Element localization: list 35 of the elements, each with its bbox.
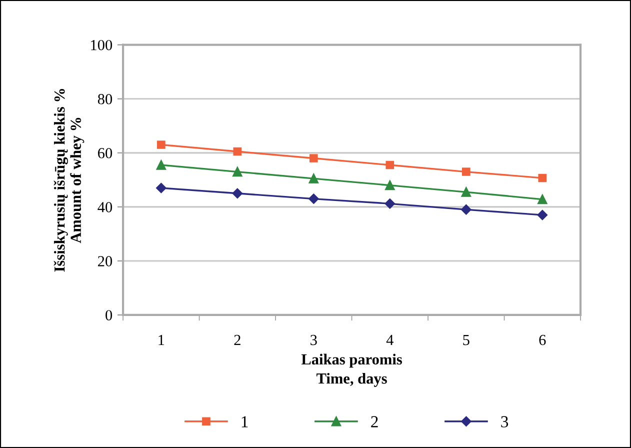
point bbox=[384, 198, 396, 209]
point bbox=[537, 210, 548, 220]
x-tick-label: 6 bbox=[539, 334, 546, 346]
point bbox=[538, 194, 548, 204]
x-tick-label: 3 bbox=[310, 334, 317, 346]
x-tick-label: 4 bbox=[386, 334, 394, 345]
x-axis-title: Laikas paromis Time, days bbox=[301, 354, 402, 387]
point bbox=[385, 180, 395, 190]
x-tick-label: 1 bbox=[158, 334, 164, 345]
x-tick-label: 2 bbox=[234, 334, 240, 345]
point bbox=[157, 140, 166, 149]
point bbox=[232, 188, 243, 198]
point bbox=[232, 166, 242, 177]
point bbox=[308, 194, 319, 204]
point bbox=[309, 154, 318, 162]
point bbox=[156, 160, 166, 170]
y-tick-label: 20 bbox=[98, 256, 112, 266]
y-tick-label: 0 bbox=[106, 310, 112, 320]
point bbox=[308, 174, 319, 184]
x-tick-label: 5 bbox=[463, 334, 470, 346]
point bbox=[386, 160, 394, 170]
point bbox=[461, 187, 472, 197]
y-tick-label: 60 bbox=[98, 148, 112, 158]
point bbox=[156, 182, 166, 194]
point bbox=[233, 147, 242, 156]
point bbox=[462, 168, 470, 176]
point bbox=[461, 204, 472, 215]
point bbox=[538, 174, 547, 182]
legend-label: 2 bbox=[371, 416, 378, 428]
y-tick-label: 100 bbox=[91, 40, 112, 50]
y-tick-label: 80 bbox=[98, 94, 112, 104]
y-axis-title: Išsiskyrusių išrūgų kiekis % Amount of whey % bbox=[54, 88, 84, 272]
legend-label: 3 bbox=[501, 416, 508, 428]
legend-label: 1 bbox=[242, 416, 248, 428]
y-tick-label: 40 bbox=[98, 202, 112, 212]
